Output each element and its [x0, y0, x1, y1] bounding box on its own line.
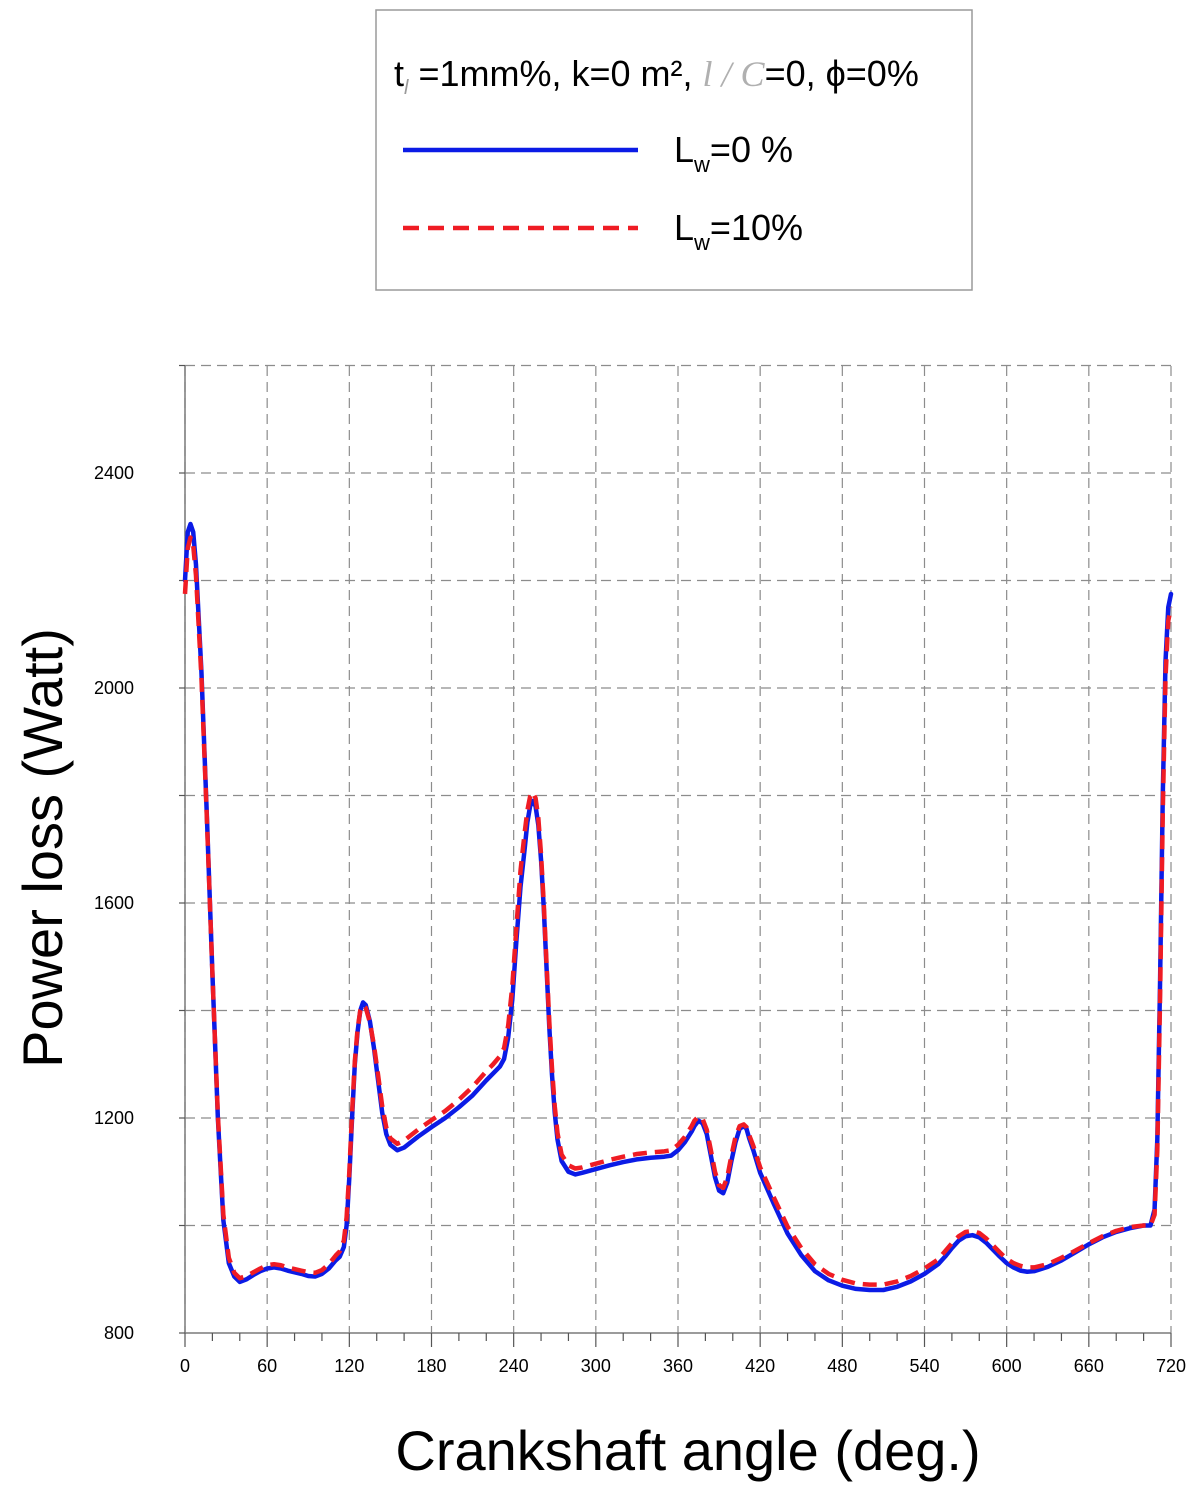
x-tick-label: 600 — [992, 1356, 1022, 1376]
series-line-1 — [182, 535, 1174, 1287]
x-tick-label: 120 — [334, 1356, 364, 1376]
legend-label-1-sub: w — [693, 230, 710, 255]
x-tick-label: 300 — [581, 1356, 611, 1376]
x-tick-label: 480 — [827, 1356, 857, 1376]
legend-title-italic: l / C — [703, 54, 766, 94]
x-tick-label: 360 — [663, 1356, 693, 1376]
x-tick-label: 180 — [416, 1356, 446, 1376]
legend-label-0-base: L — [674, 129, 694, 170]
x-tick-label: 660 — [1074, 1356, 1104, 1376]
y-tick-label: 2000 — [94, 678, 134, 698]
legend-label-series-1: Lw=10% — [674, 207, 803, 255]
x-tick-label: 0 — [180, 1356, 190, 1376]
legend-title-rest: =0, ϕ=0% — [765, 53, 919, 94]
x-tick-label: 60 — [257, 1356, 277, 1376]
x-tick-label: 420 — [745, 1356, 775, 1376]
y-tick-label: 2400 — [94, 463, 134, 483]
series-line-0 — [182, 521, 1174, 1293]
y-axis-title: Power loss (Watt) — [11, 628, 74, 1068]
y-tick-label: 1200 — [94, 1108, 134, 1128]
x-tick-label: 720 — [1156, 1356, 1186, 1376]
legend-title: tl =1mm%, k=0 m², l / C=0, ϕ=0% — [394, 53, 919, 99]
legend-title-t: t — [394, 53, 404, 94]
y-tick-label: 800 — [104, 1323, 134, 1343]
legend-label-0-sub: w — [693, 152, 710, 177]
axes — [179, 364, 1172, 1347]
legend-label-series-0: Lw=0 % — [674, 129, 793, 177]
y-tick-label: 1600 — [94, 893, 134, 913]
x-tick-label: 540 — [909, 1356, 939, 1376]
tick-labels: 0 60 120 180 240 300 360 420 480 540 600 660 720 800 1… — [94, 463, 1186, 1376]
legend-label-1-rest: =10% — [710, 207, 803, 248]
legend: tl =1mm%, k=0 m², l / C=0, ϕ=0% Lw=0 % L… — [375, 9, 973, 291]
grid — [184, 364, 1172, 1333]
x-tick-label: 240 — [499, 1356, 529, 1376]
legend-label-0-rest: =0 % — [710, 129, 793, 170]
x-axis-title: Crankshaft angle (deg.) — [395, 1419, 980, 1482]
legend-title-t-rest: =1mm%, k=0 m², — [408, 53, 702, 94]
series-lines — [182, 521, 1174, 1293]
legend-label-1-base: L — [674, 207, 694, 248]
legend-title-t-sub: l — [404, 77, 409, 99]
